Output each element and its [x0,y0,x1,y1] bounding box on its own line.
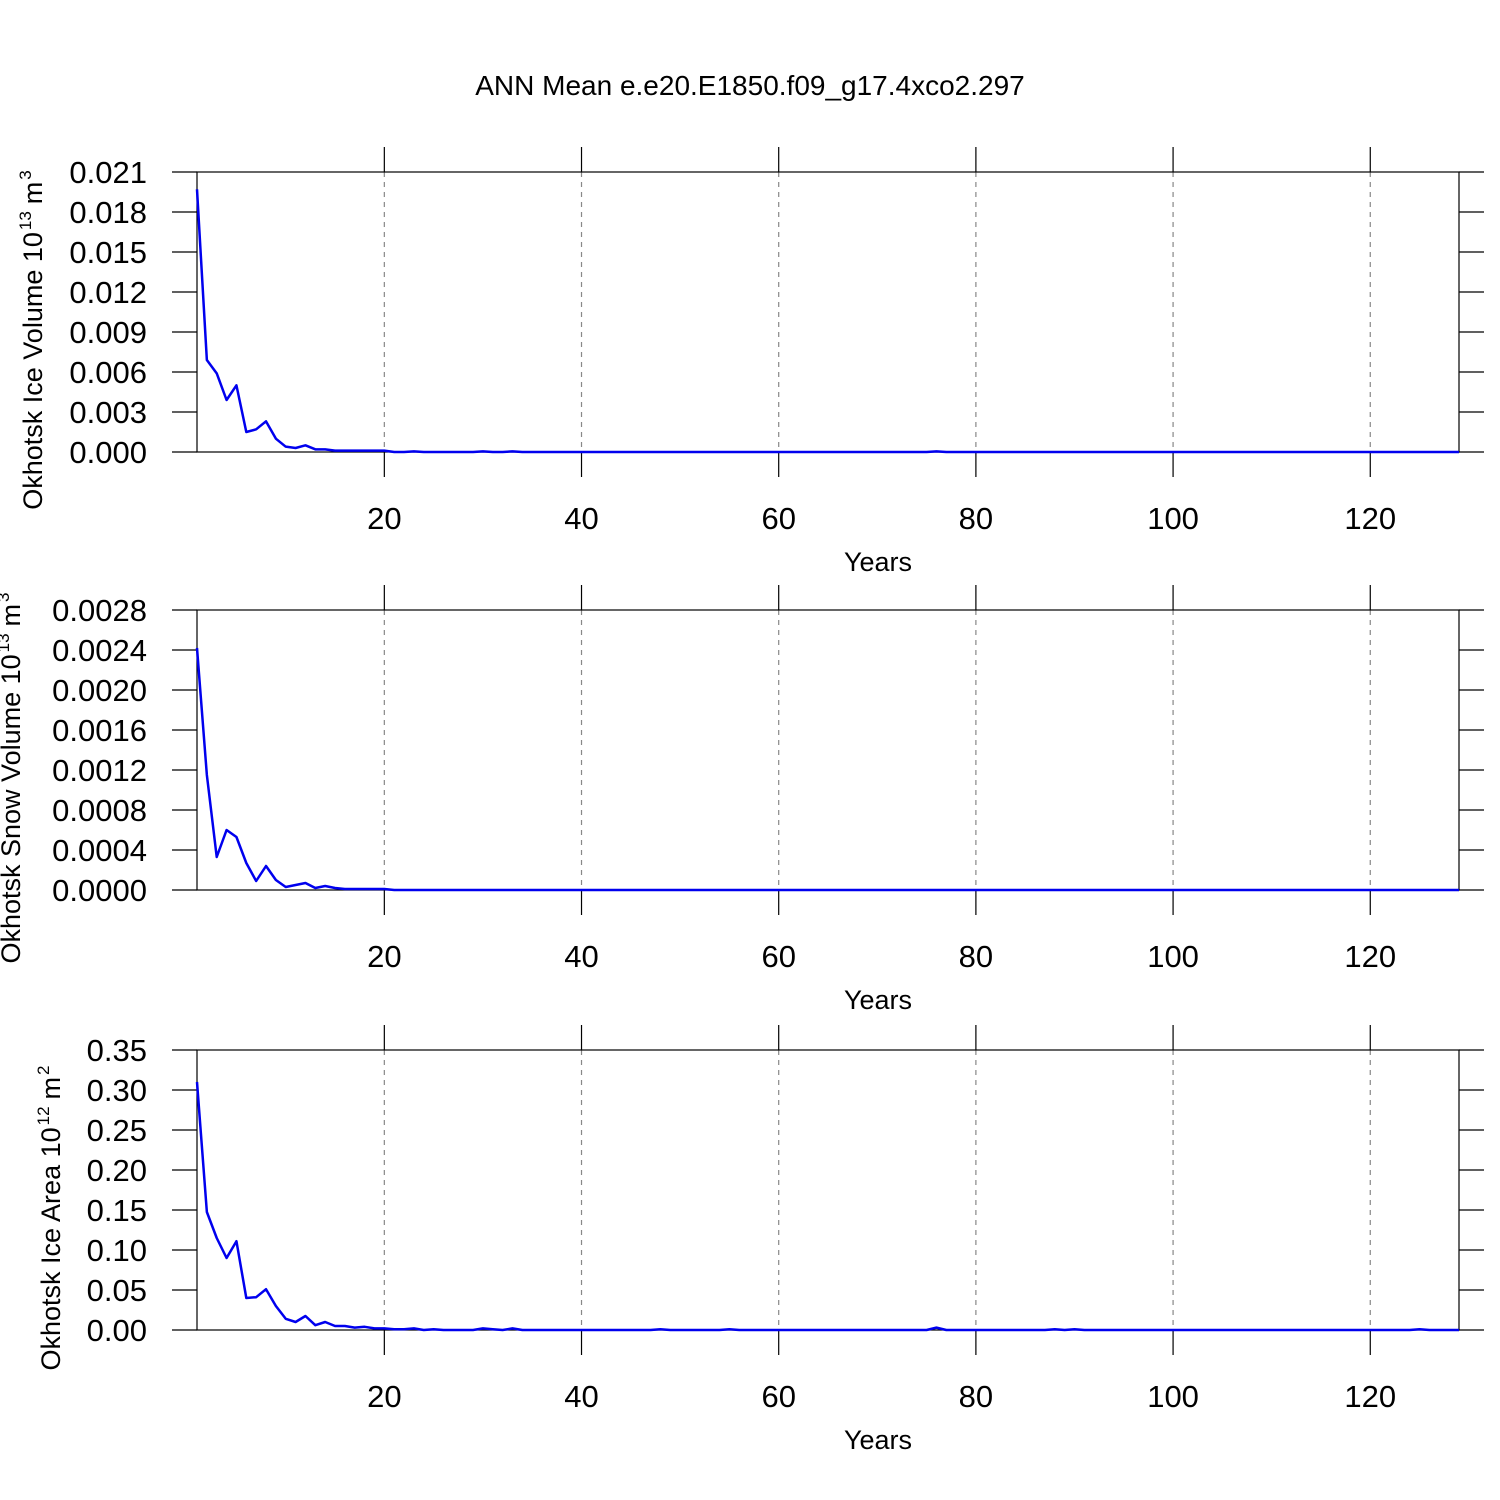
x-axis-label: Years [844,985,912,1015]
y-axis-label-part: m [0,604,26,627]
plot-frame [196,1049,1460,1331]
x-tick-label: 60 [761,501,795,536]
y-axis-label-part: Okhotsk Ice Volume 10 [18,232,48,510]
x-tick-label: 60 [761,1379,795,1414]
y-axis-label-exponent: 3 [16,170,35,179]
y-tick-label: 0.35 [87,1033,147,1068]
y-tick-label: 0.012 [69,275,147,310]
y-axis-label-part: m [36,1077,66,1100]
y-tick-label: 0.30 [87,1073,147,1108]
y-axis-label: Okhotsk Snow Volume 10 13 m 3 [0,592,26,963]
x-tick-label: 100 [1147,501,1199,536]
y-tick-label: 0.10 [87,1233,147,1268]
y-tick-label: 0.20 [87,1153,147,1188]
y-axis-label-exponent: 13 [0,633,13,652]
x-tick-label: 80 [959,939,993,974]
x-tick-label: 80 [959,501,993,536]
y-tick-label: 0.05 [87,1273,147,1308]
x-tick-label: 40 [564,1379,598,1414]
y-tick-label: 0.0020 [52,673,147,708]
y-tick-label: 0.0016 [52,713,147,748]
y-axis-label: Okhotsk Ice Volume 10 13 m 3 [16,170,48,510]
data-line [195,647,1459,892]
panel: 20 40 60 80 100 120 0.00 0.05 0.10 0.15 0.20 0.25 0.… [34,1025,1484,1455]
y-tick-label: 0.015 [69,235,147,270]
panel: 20 40 60 80 100 120 0.0000 0.0004 0.0008 0.0012 0.… [0,585,1484,1015]
y-tick-label: 0.003 [69,395,147,430]
data-line [195,1081,1459,1332]
y-tick-label: 0.0000 [52,873,147,908]
x-tick-label: 20 [367,1379,401,1414]
x-axis-label: Years [844,1425,912,1455]
plot-frame [196,609,1460,891]
y-tick-label: 0.0012 [52,753,147,788]
x-tick-label: 120 [1344,501,1396,536]
y-tick-label: 0.0004 [52,833,147,868]
y-tick-label: 0.006 [69,355,147,390]
y-axis-label-part: Okhotsk Ice Area 10 [36,1127,66,1370]
y-axis-label-exponent: 13 [16,211,35,230]
x-tick-label: 100 [1147,1379,1199,1414]
x-tick-label: 40 [564,939,598,974]
y-tick-label: 0.25 [87,1113,147,1148]
data-line [195,189,1459,454]
x-tick-label: 20 [367,501,401,536]
y-tick-label: 0.15 [87,1193,147,1228]
y-tick-label: 0.0028 [52,593,147,628]
y-tick-label: 0.018 [69,195,147,230]
y-tick-label: 0.0008 [52,793,147,828]
y-axis-label-part: m [18,182,48,205]
x-tick-label: 20 [367,939,401,974]
x-tick-label: 120 [1344,1379,1396,1414]
y-axis-label: Okhotsk Ice Area 10 12 m 2 [34,1065,66,1370]
plot-frame [196,171,1460,453]
x-tick-label: 60 [761,939,795,974]
panel: 20 40 60 80 100 120 0.000 0.003 0.006 0.009 0.012 0… [16,147,1484,577]
y-tick-label: 0.000 [69,435,147,470]
y-tick-label: 0.00 [87,1313,147,1348]
y-tick-label: 0.009 [69,315,147,350]
y-axis-label-part: Okhotsk Snow Volume 10 [0,654,26,963]
x-tick-label: 40 [564,501,598,536]
y-tick-label: 0.0024 [52,633,147,668]
x-tick-label: 80 [959,1379,993,1414]
y-tick-label: 0.021 [69,155,147,190]
figure-title: ANN Mean e.e20.E1850.f09_g17.4xco2.297 [475,70,1025,101]
y-axis-label-exponent: 12 [34,1106,53,1125]
x-tick-label: 100 [1147,939,1199,974]
x-tick-label: 120 [1344,939,1396,974]
y-axis-label-exponent: 3 [0,592,13,601]
x-axis-label: Years [844,547,912,577]
y-axis-label-exponent: 2 [34,1065,53,1074]
